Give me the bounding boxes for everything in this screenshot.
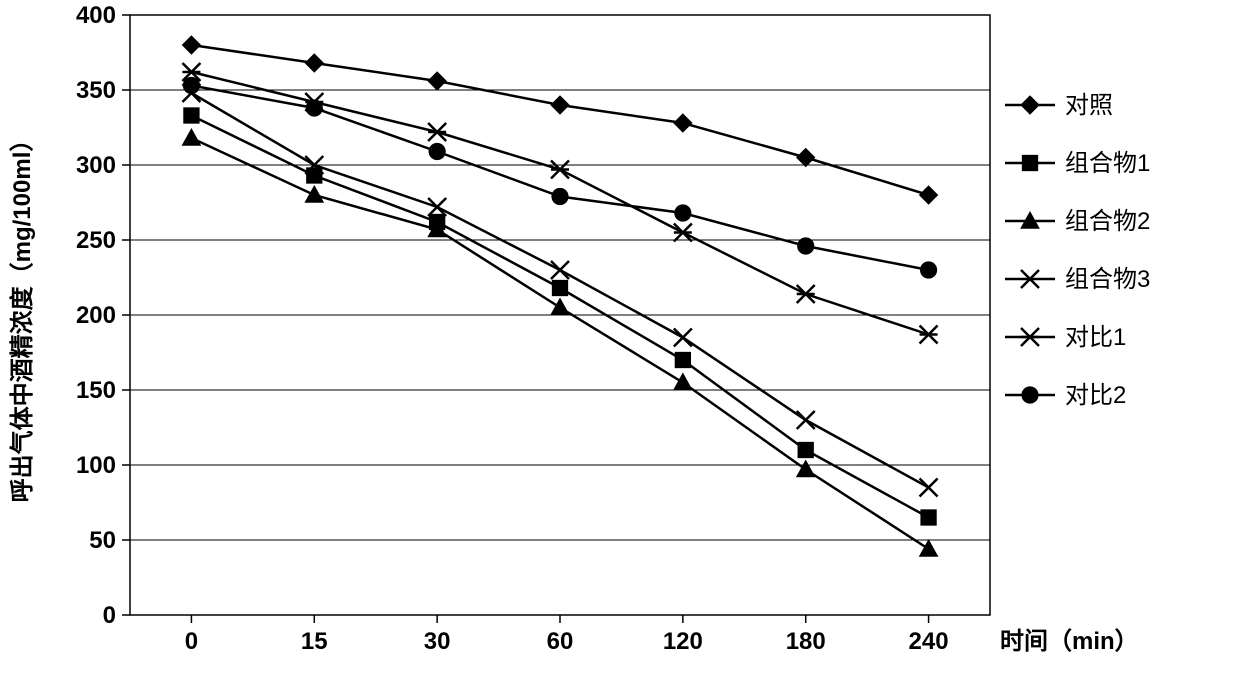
svg-text:200: 200 [76,302,116,329]
svg-text:0: 0 [103,602,116,629]
svg-text:150: 150 [76,377,116,404]
svg-text:400: 400 [76,2,116,29]
svg-text:240: 240 [909,628,949,655]
svg-text:0: 0 [185,628,198,655]
svg-text:呼出气体中酒精浓度（mg/100ml）: 呼出气体中酒精浓度（mg/100ml） [8,128,36,503]
svg-text:350: 350 [76,77,116,104]
svg-text:组合物3: 组合物3 [1065,266,1150,293]
svg-text:时间（min）: 时间（min） [1000,628,1139,655]
svg-text:15: 15 [301,628,328,655]
svg-text:60: 60 [547,628,574,655]
svg-text:300: 300 [76,152,116,179]
svg-text:对比1: 对比1 [1065,324,1126,351]
svg-text:250: 250 [76,227,116,254]
svg-text:组合物2: 组合物2 [1065,208,1150,235]
svg-text:组合物1: 组合物1 [1065,150,1150,177]
svg-text:对照: 对照 [1065,92,1113,119]
svg-text:100: 100 [76,452,116,479]
svg-text:180: 180 [786,628,826,655]
svg-text:50: 50 [89,527,116,554]
svg-text:对比2: 对比2 [1065,382,1126,409]
svg-text:120: 120 [663,628,703,655]
line-chart: 0 50 100 150 200 250 300 350 400 0 15 30 60 120 180 240… [0,0,1240,692]
svg-text:30: 30 [424,628,451,655]
chart-container: 0 50 100 150 200 250 300 350 400 0 15 30 60 120 180 240… [0,0,1240,692]
